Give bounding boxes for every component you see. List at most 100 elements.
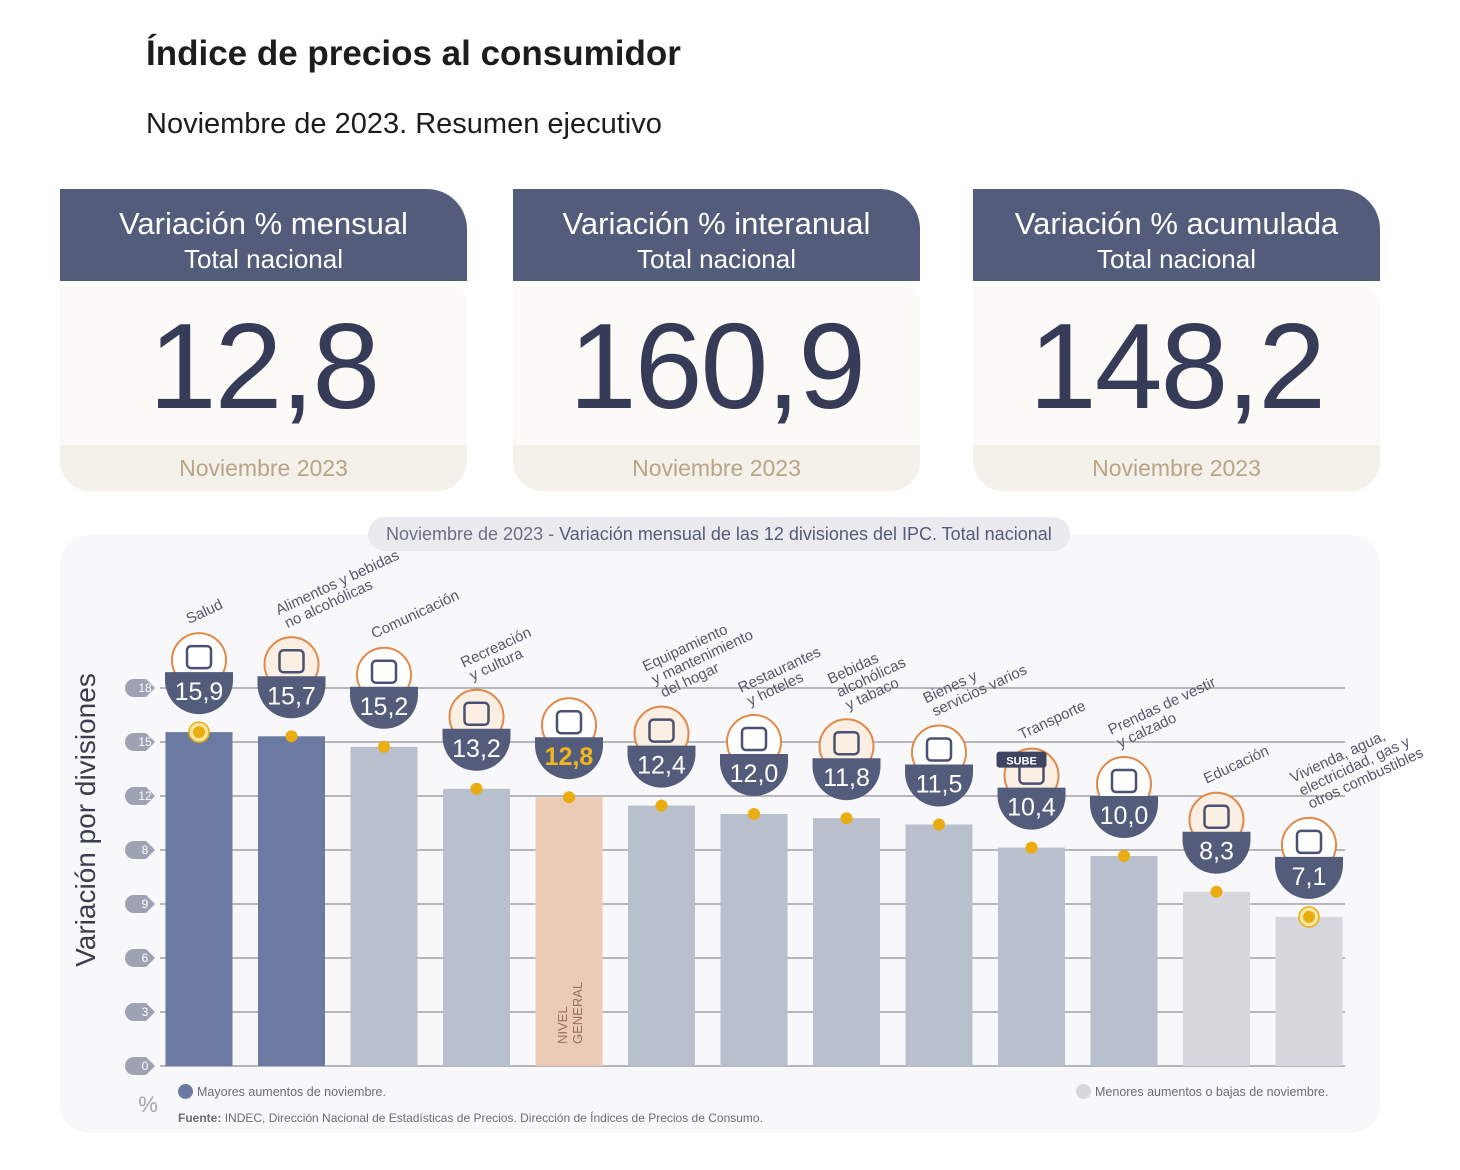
bar [720, 814, 788, 1066]
data-marker [655, 799, 668, 812]
bar [1090, 856, 1158, 1066]
category-label: GENERAL [570, 982, 585, 1044]
bar [258, 736, 325, 1066]
value-badge [535, 737, 603, 780]
bar [535, 797, 603, 1066]
card-value: 160,9 [513, 287, 920, 445]
value-label: 7,1 [1292, 863, 1327, 891]
chart-title: Noviembre de 2023 - Variación mensual de… [368, 517, 1070, 551]
y-axis-label: Variación por divisiones [70, 673, 101, 967]
card-subtitle: Total nacional [637, 244, 796, 274]
value-label: 15,9 [175, 678, 224, 706]
card-subtitle: Total nacional [184, 244, 343, 274]
category-label: Educación [1201, 742, 1272, 787]
value-badge [165, 672, 233, 715]
value-badge [905, 764, 973, 807]
card-period: Noviembre 2023 [60, 445, 467, 491]
tick-marker [125, 787, 155, 805]
value-label: 12,4 [637, 752, 686, 780]
data-marker [470, 782, 483, 795]
legend-label: Mayores aumentos de noviembre. [197, 1085, 386, 1099]
tick-marker [125, 679, 155, 697]
y-tick-label: 0 [142, 1059, 149, 1073]
card-value: 148,2 [973, 287, 1380, 445]
card-period: Noviembre 2023 [513, 445, 920, 491]
y-tick-label: 9 [142, 897, 149, 911]
y-tick-label: 3 [142, 1005, 149, 1019]
value-badge [997, 787, 1066, 830]
data-marker [378, 740, 390, 753]
card-title: Variación % interanual [562, 206, 871, 241]
category-label: Transporte [1016, 697, 1088, 743]
bar [350, 746, 418, 1066]
legend-swatch [1076, 1084, 1091, 1099]
legend-swatch [178, 1084, 193, 1099]
bar [1275, 916, 1343, 1066]
bar [443, 788, 510, 1066]
value-badge [627, 745, 696, 788]
data-marker [193, 726, 205, 739]
data-marker [840, 812, 853, 825]
tick-marker [125, 1057, 155, 1075]
chart-title-period: Noviembre de 2023 [386, 524, 544, 544]
y-tick-label: 18 [138, 681, 152, 695]
value-label: 15,2 [360, 693, 409, 721]
card-period: Noviembre 2023 [973, 445, 1380, 491]
chart-title-text: Variación mensual de las 12 divisiones d… [559, 524, 1052, 544]
card-accumulated: Variación % acumulada Total nacional 148,… [973, 189, 1380, 491]
y-tick-label: 8 [142, 843, 149, 857]
card-monthly: Variación % mensual Total nacional 12,8 N… [60, 189, 467, 491]
legend-label: Menores aumentos o bajas de noviembre. [1095, 1085, 1329, 1099]
y-tick-label: 15 [138, 735, 152, 749]
value-label: 8,3 [1199, 838, 1234, 866]
value-label: 11,8 [823, 764, 870, 792]
value-label: 11,5 [916, 771, 963, 799]
value-badge [350, 686, 418, 729]
y-tick-label: 6 [142, 951, 149, 965]
card-subtitle: Total nacional [1097, 244, 1256, 274]
legend-high: Mayores aumentos de noviembre. [178, 1084, 386, 1099]
tick-marker [125, 949, 155, 967]
y-tick-label: 12 [138, 789, 152, 803]
value-label: 12,0 [730, 760, 779, 788]
value-badge [720, 754, 788, 796]
bar [998, 847, 1065, 1066]
bar [813, 818, 880, 1066]
page-title: Índice de precios al consumidor [146, 34, 681, 73]
value-label: 10,4 [1007, 794, 1056, 822]
value-badge [1182, 831, 1251, 874]
value-label: 13,2 [452, 735, 501, 763]
data-marker [1210, 885, 1223, 898]
data-marker [1025, 841, 1038, 854]
source-note: Fuente: INDEC, Dirección Nacional de Est… [178, 1111, 763, 1125]
bar [905, 824, 973, 1066]
value-label: 10,0 [1100, 802, 1149, 830]
value-badge [257, 676, 326, 719]
category-label: NIVEL [555, 1006, 570, 1044]
data-marker [563, 791, 575, 804]
legend-low: Menores aumentos o bajas de noviembre. [1076, 1084, 1328, 1099]
bar [1183, 891, 1250, 1066]
sube-card-text: SUBE [1006, 756, 1037, 768]
tick-marker [125, 1003, 155, 1021]
value-badge [1090, 796, 1158, 838]
category-label: Salud [184, 596, 226, 628]
value-label: 12,8 [545, 743, 594, 771]
data-marker [1118, 850, 1130, 862]
tick-marker [125, 895, 155, 913]
y-unit-label: % [138, 1092, 158, 1117]
value-badge [442, 728, 511, 771]
tick-marker [125, 841, 155, 859]
bar [165, 732, 233, 1066]
category-label: Comunicación [369, 587, 462, 643]
data-marker [1303, 910, 1315, 923]
bar [628, 805, 695, 1066]
data-marker [748, 808, 760, 820]
card-title: Variación % mensual [119, 206, 408, 241]
sube-card [996, 751, 1047, 768]
value-badge [812, 758, 881, 801]
page-subtitle: Noviembre de 2023. Resumen ejecutivo [146, 108, 662, 140]
card-value: 12,8 [60, 287, 467, 445]
source-text: INDEC, Dirección Nacional de Estadística… [224, 1111, 763, 1125]
